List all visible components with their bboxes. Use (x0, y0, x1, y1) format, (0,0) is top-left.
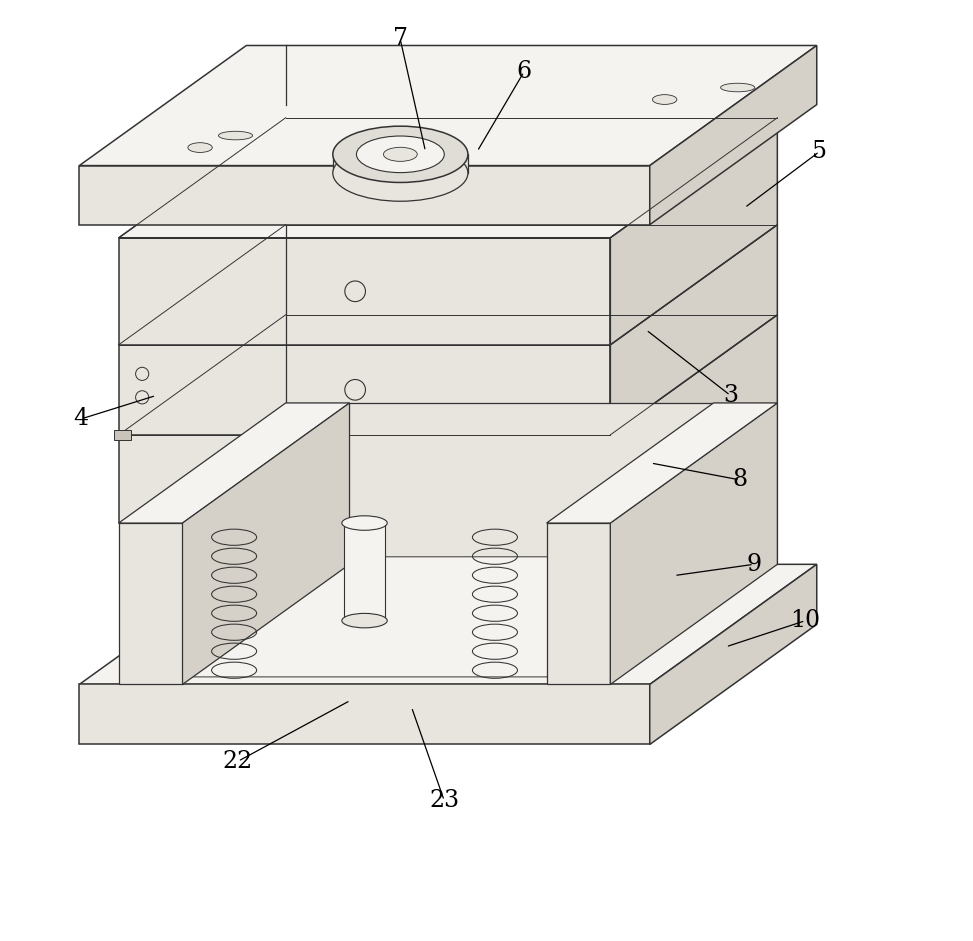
Polygon shape (119, 118, 777, 238)
Polygon shape (547, 523, 610, 684)
Polygon shape (547, 403, 777, 523)
Polygon shape (333, 154, 468, 173)
Text: 23: 23 (429, 789, 459, 812)
Text: 8: 8 (733, 469, 747, 491)
Text: 5: 5 (812, 140, 827, 163)
Polygon shape (119, 225, 777, 344)
Polygon shape (610, 314, 777, 523)
Text: 22: 22 (223, 750, 253, 773)
Ellipse shape (356, 136, 445, 172)
Polygon shape (650, 45, 816, 225)
Polygon shape (610, 225, 777, 435)
Polygon shape (650, 565, 816, 744)
Text: 6: 6 (517, 60, 531, 83)
Ellipse shape (721, 83, 755, 92)
Polygon shape (343, 523, 385, 621)
Text: 9: 9 (746, 552, 762, 576)
Polygon shape (80, 565, 816, 684)
Polygon shape (119, 238, 610, 344)
Polygon shape (128, 621, 601, 648)
Ellipse shape (188, 143, 212, 152)
Text: 7: 7 (393, 27, 408, 51)
Ellipse shape (383, 148, 417, 161)
Polygon shape (119, 314, 777, 435)
Polygon shape (80, 45, 816, 166)
Polygon shape (128, 501, 768, 621)
Polygon shape (601, 501, 768, 648)
Polygon shape (183, 557, 713, 677)
Text: 10: 10 (790, 609, 820, 632)
Polygon shape (119, 523, 183, 684)
Polygon shape (119, 344, 610, 435)
Polygon shape (610, 403, 777, 684)
Ellipse shape (333, 145, 468, 201)
Ellipse shape (219, 132, 253, 140)
Polygon shape (119, 403, 349, 523)
Polygon shape (286, 403, 777, 565)
Text: 4: 4 (74, 407, 89, 430)
Polygon shape (183, 403, 349, 684)
Ellipse shape (342, 516, 387, 531)
Polygon shape (114, 430, 131, 439)
Ellipse shape (653, 95, 677, 104)
Polygon shape (80, 684, 650, 744)
Ellipse shape (333, 126, 468, 183)
Polygon shape (80, 166, 650, 225)
Text: 3: 3 (723, 384, 738, 407)
Polygon shape (610, 118, 777, 344)
Ellipse shape (342, 614, 387, 628)
Polygon shape (119, 435, 610, 523)
